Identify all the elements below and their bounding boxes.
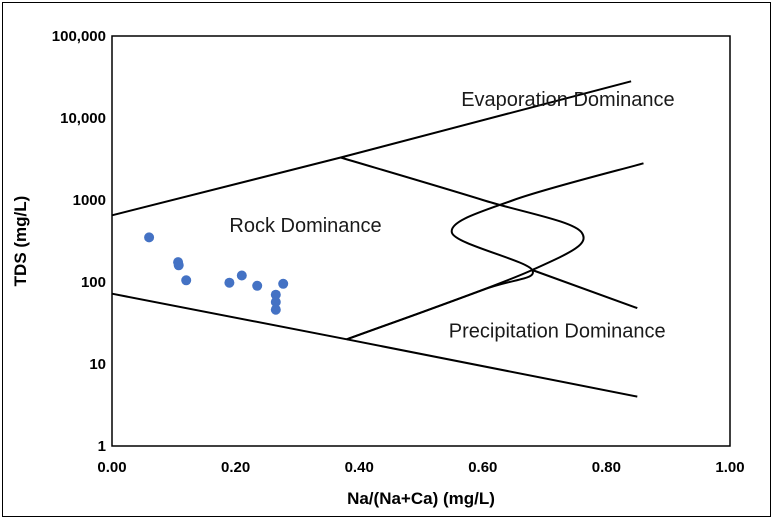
- x-tick-label: 1.00: [715, 459, 744, 476]
- data-point: [173, 260, 184, 271]
- x-tick-label: 0.40: [345, 459, 374, 476]
- y-tick-label: 100,000: [52, 28, 106, 45]
- x-axis-title: Na/(Na+Ca) (mg/L): [347, 489, 495, 508]
- region-label: Rock Dominance: [229, 215, 381, 237]
- y-tick-label: 10,000: [60, 110, 106, 127]
- data-point: [252, 280, 263, 291]
- x-tick-label: 0.60: [468, 459, 497, 476]
- region-label: Evaporation Dominance: [461, 89, 674, 111]
- boundary-line: [340, 156, 585, 341]
- y-tick-label: 100: [81, 274, 106, 291]
- data-point: [278, 278, 289, 289]
- y-tick-label: 1000: [73, 192, 106, 209]
- boundary-line: [346, 162, 644, 341]
- y-axis-title: TDS (mg/L): [11, 196, 30, 287]
- x-tick-labels: 0.00 0.20 0.40 0.60 0.80 1.00: [97, 459, 744, 476]
- region-labels: Evaporation Dominance Rock Dominance Preci…: [229, 89, 674, 343]
- x-tick-label: 0.80: [592, 459, 621, 476]
- boundary-lines: [111, 80, 644, 398]
- data-point: [236, 270, 247, 281]
- data-point: [270, 289, 281, 300]
- plot-border: [111, 35, 731, 447]
- x-tick-label: 0.20: [221, 459, 250, 476]
- data-point: [224, 277, 235, 288]
- data-point: [270, 304, 281, 315]
- boundary-line: [531, 269, 638, 310]
- data-point: [181, 275, 192, 286]
- region-label: Precipitation Dominance: [449, 321, 666, 343]
- y-tick-label: 1: [98, 438, 106, 455]
- y-tick-labels: 1 10 100 1000 10,000 100,000: [52, 28, 106, 455]
- data-point: [144, 232, 155, 243]
- plot-area: [111, 35, 731, 447]
- y-tick-label: 10: [89, 356, 106, 373]
- data-points: [144, 232, 289, 315]
- data-point: [270, 297, 281, 307]
- boundary-line: [111, 292, 638, 398]
- x-tick-label: 0.00: [97, 459, 126, 476]
